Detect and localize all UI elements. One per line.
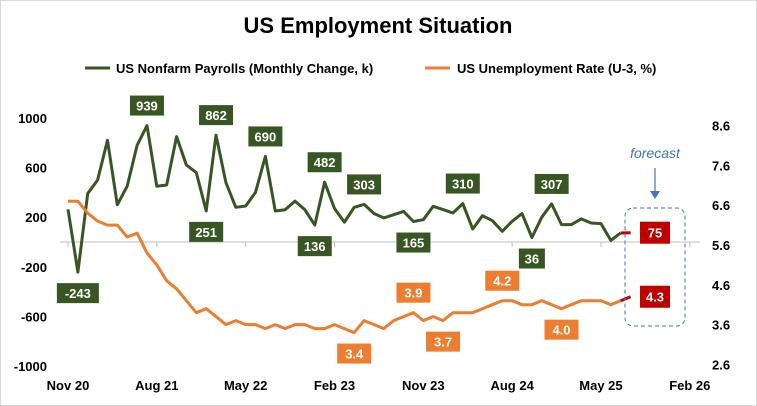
data-label: 4.2 [485, 270, 520, 291]
data-label: 482 [307, 152, 342, 173]
chart-title: US Employment Situation [244, 13, 513, 38]
data-label: 3.7 [426, 331, 461, 352]
data-label-text: 4.0 [552, 323, 570, 338]
forecast-label-box [640, 285, 670, 308]
payrolls-line [66, 124, 622, 274]
left-y-tick-label: -600 [21, 309, 47, 324]
data-label-box [189, 221, 224, 242]
data-label-text: 310 [452, 177, 474, 192]
left-y-tick-label: 200 [25, 210, 47, 225]
data-label-box [534, 173, 569, 194]
data-label-text: 36 [525, 252, 539, 267]
x-tick-label: Feb 23 [314, 378, 355, 393]
legend: US Nonfarm Payrolls (Monthly Change, k) … [85, 61, 656, 76]
data-label-text: -243 [65, 286, 91, 301]
forecast-label: 75 [640, 221, 670, 244]
data-label-text: 862 [205, 108, 227, 123]
data-label-text: 307 [541, 177, 563, 192]
data-label-box [297, 236, 332, 257]
right-y-tick-label: 7.6 [712, 158, 730, 173]
data-label: 36 [518, 248, 545, 269]
data-label-text: 3.4 [345, 347, 364, 362]
left-y-tick-label: 1000 [18, 111, 47, 126]
data-label-box [396, 232, 431, 253]
legend-label-unemployment: US Unemployment Rate (U-3, %) [457, 61, 656, 76]
data-label: 307 [534, 173, 569, 194]
data-label-box [199, 105, 234, 126]
left-y-tick-label: -1000 [14, 359, 47, 374]
data-label-text: 939 [136, 99, 158, 114]
data-label: 303 [347, 174, 382, 195]
x-tick-label: Nov 23 [402, 378, 445, 393]
forecast-box [624, 207, 686, 327]
right-y-tick-label: 2.6 [712, 357, 730, 372]
x-tick-label: Feb 26 [669, 378, 710, 393]
data-label: 136 [297, 236, 332, 257]
right-y-tick-label: 6.6 [712, 198, 730, 213]
data-label-text: 136 [304, 239, 326, 254]
data-label-box [347, 174, 382, 195]
data-label-text: 165 [403, 236, 425, 251]
data-label: 251 [189, 221, 224, 242]
data-label: 4.0 [544, 319, 579, 340]
right-y-tick-label: 3.6 [712, 318, 730, 333]
unemployment-line [68, 199, 622, 335]
data-label-text: 251 [195, 225, 217, 240]
data-label-box [426, 331, 461, 352]
data-label-box [485, 270, 520, 291]
data-label-box [129, 95, 164, 116]
data-label: 862 [199, 105, 234, 126]
data-label: 690 [248, 126, 283, 147]
data-label-text: 482 [314, 155, 336, 170]
data-label: 939 [129, 95, 164, 116]
x-tick-label: Nov 20 [47, 378, 90, 393]
forecast-text: forecast [630, 145, 681, 161]
data-label-box [445, 173, 480, 194]
data-label-box [337, 343, 372, 364]
data-label: -243 [56, 283, 99, 304]
data-label-text: 303 [353, 177, 375, 192]
x-tick-label: May 22 [224, 378, 267, 393]
data-label-box [307, 152, 342, 173]
arrow-down-icon [650, 191, 660, 199]
left-y-tick-label: 600 [25, 161, 47, 176]
x-tick-label: Aug 24 [490, 378, 534, 393]
data-label-text: 3.7 [434, 335, 452, 350]
right-y-tick-label: 4.6 [712, 278, 730, 293]
forecast-label: 4.3 [640, 285, 670, 308]
legend-label-payrolls: US Nonfarm Payrolls (Monthly Change, k) [116, 61, 373, 76]
data-label-text: 4.2 [493, 274, 511, 289]
data-label-box [248, 126, 283, 147]
forecast-annotation: forecast [624, 145, 686, 327]
x-tick-label: May 25 [579, 378, 622, 393]
right-y-tick-label: 8.6 [712, 119, 730, 134]
data-label-box [56, 283, 99, 304]
data-label-text: 3.9 [404, 286, 422, 301]
data-label: 165 [396, 232, 431, 253]
left-y-tick-label: -200 [21, 260, 47, 275]
data-label-box [396, 282, 431, 303]
forecast-label-box [640, 221, 670, 244]
data-label-box [518, 248, 545, 269]
data-label-box [544, 319, 579, 340]
data-label-text: 690 [255, 129, 277, 144]
data-label: 3.4 [337, 343, 372, 364]
forecast-label-text: 4.3 [646, 290, 664, 305]
forecast-label-text: 75 [648, 226, 662, 241]
unemployment-forecast-segment [620, 295, 632, 303]
right-y-tick-label: 5.6 [712, 238, 730, 253]
data-label: 310 [445, 173, 480, 194]
x-tick-label: Aug 21 [135, 378, 178, 393]
data-label: 3.9 [396, 282, 431, 303]
